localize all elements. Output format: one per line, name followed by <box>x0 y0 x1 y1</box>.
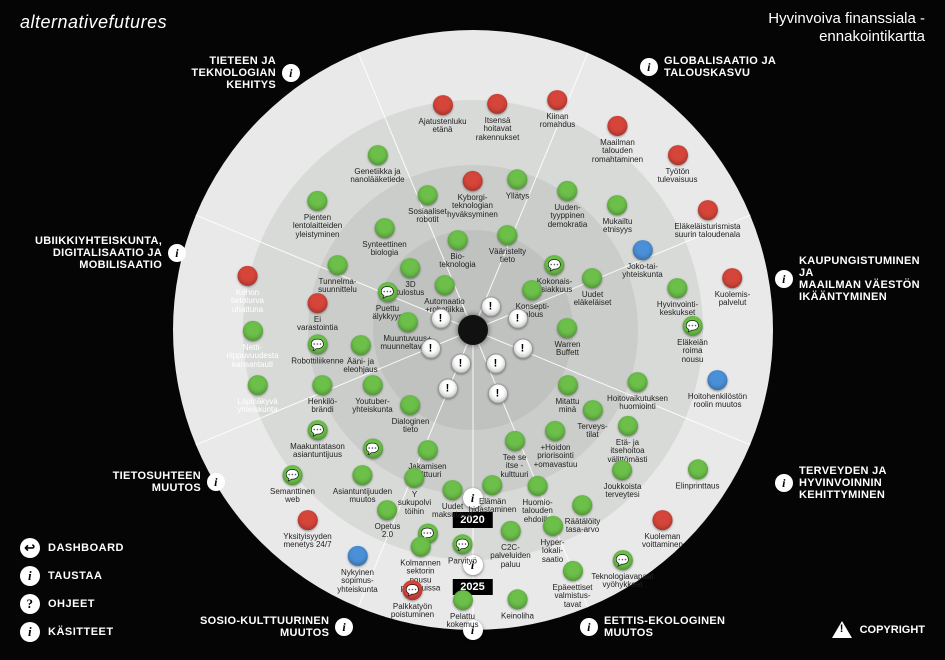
menu-label: DASHBOARD <box>48 542 124 554</box>
sector-label[interactable]: TIETEEN JA TEKNOLOGIAN KEHITYS i <box>140 55 300 91</box>
sector-label-text: SOSIO-KULTTUURINEN MUUTOS <box>200 615 329 639</box>
year-label: 2025 <box>452 579 492 595</box>
menu-label: TAUSTAA <box>48 570 102 582</box>
center-dot <box>458 315 488 345</box>
sector-label-text: GLOBALISAATIO JA TALOUSKASVU <box>664 55 776 79</box>
sector-label[interactable]: i TERVEYDEN JA HYVINVOINNIN KEHITTYMINEN <box>775 465 935 501</box>
year-info-icon[interactable]: i <box>463 488 483 508</box>
brand: alternativefutures <box>20 12 167 33</box>
menu-item[interactable]: OHJEET <box>20 594 124 614</box>
sector-label-text: UBIIKKIYHTEISKUNTA, DIGITALISAATIO JA MO… <box>35 235 162 271</box>
sector-label[interactable]: i KAUPUNGISTUMINEN JA MAAILMAN VÄESTÖN IK… <box>775 255 935 303</box>
menu-item[interactable]: TAUSTAA <box>20 566 124 586</box>
sector-label-text: KAUPUNGISTUMINEN JA MAAILMAN VÄESTÖN IKÄ… <box>799 255 935 303</box>
menu-item[interactable]: KÄSITTEET <box>20 622 124 642</box>
info-icon[interactable]: i <box>168 244 186 262</box>
arrow-icon <box>20 538 40 558</box>
futures-wheel: i2020i2025iAjatustenluku etänäItsensä ho… <box>163 20 783 640</box>
sector-label-text: TIETEEN JA TEKNOLOGIAN KEHITYS <box>140 55 276 91</box>
sector-label[interactable]: TIETOSUHTEEN MUUTOS i <box>65 470 225 494</box>
info-icon[interactable]: i <box>207 473 225 491</box>
info-icon[interactable]: i <box>335 618 353 636</box>
nav-menu: DASHBOARD TAUSTAA OHJEET KÄSITTEET <box>20 530 124 642</box>
year-label: 2020 <box>452 512 492 528</box>
info-icon[interactable]: i <box>580 618 598 636</box>
info-icon[interactable]: i <box>282 64 300 82</box>
info-icon[interactable]: i <box>775 474 793 492</box>
info-icon[interactable]: i <box>775 270 793 288</box>
info-icon <box>20 566 40 586</box>
sector-label[interactable]: i GLOBALISAATIO JA TALOUSKASVU <box>640 55 776 79</box>
sector-label[interactable]: UBIIKKIYHTEISKUNTA, DIGITALISAATIO JA MO… <box>35 235 186 271</box>
sector-label-text: EETTIS-EKOLOGINEN MUUTOS <box>604 615 740 639</box>
page-title: Hyvinvoiva finanssiala - ennakointikartt… <box>768 10 925 46</box>
year-info-icon[interactable]: i <box>463 555 483 575</box>
info-icon[interactable]: i <box>640 58 658 76</box>
sector-label-text: TERVEYDEN JA HYVINVOINNIN KEHITTYMINEN <box>799 465 935 501</box>
year-info-icon[interactable]: i <box>463 620 483 640</box>
info-icon <box>20 622 40 642</box>
sector-label[interactable]: SOSIO-KULTTUURINEN MUUTOS i <box>200 615 353 639</box>
warning-icon <box>832 621 852 638</box>
sector-label[interactable]: i EETTIS-EKOLOGINEN MUUTOS <box>580 615 740 639</box>
title-line1: Hyvinvoiva finanssiala - <box>768 10 925 27</box>
menu-label: KÄSITTEET <box>48 626 114 638</box>
copyright-label: COPYRIGHT <box>860 624 925 636</box>
sector-label-text: TIETOSUHTEEN MUUTOS <box>65 470 201 494</box>
title-line2: ennakointikartta <box>819 28 925 45</box>
q-icon <box>20 594 40 614</box>
menu-item[interactable]: DASHBOARD <box>20 538 124 558</box>
menu-label: OHJEET <box>48 598 95 610</box>
copyright[interactable]: COPYRIGHT <box>832 621 925 638</box>
